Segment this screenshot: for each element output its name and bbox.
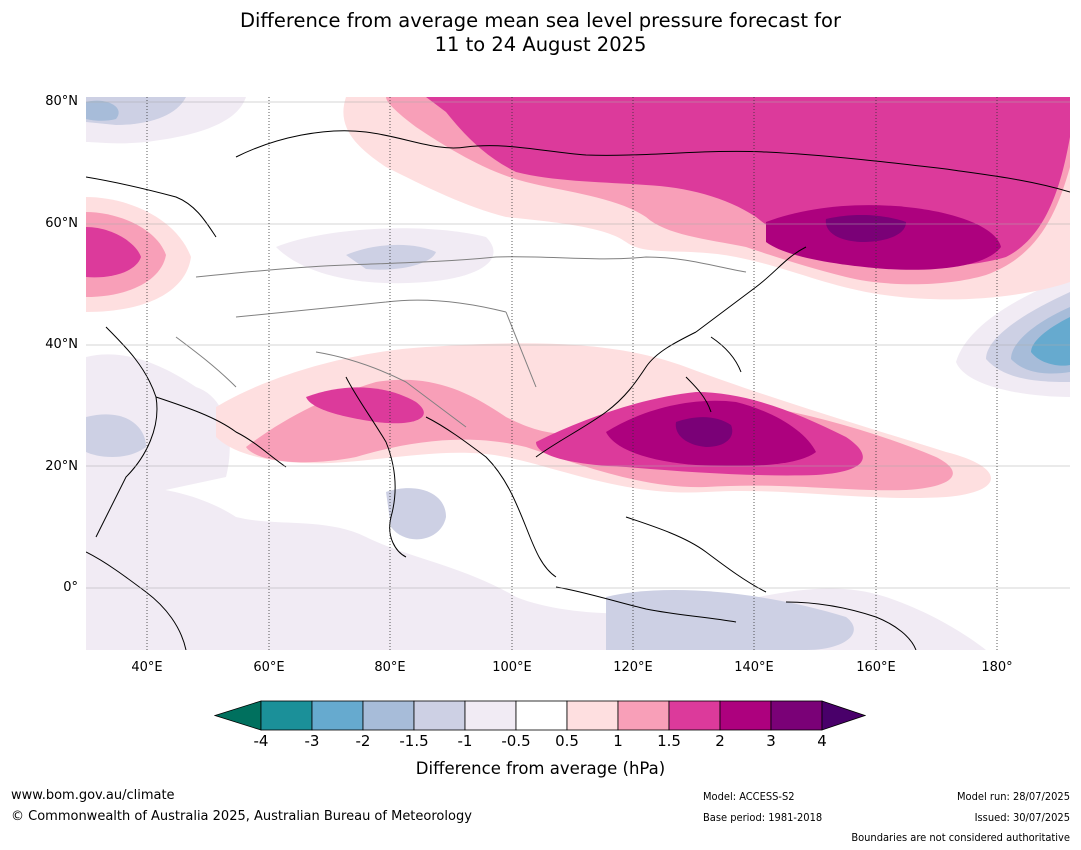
anomaly-darker-neg-nw	[86, 100, 119, 121]
colorbar-tick-6: -0.5	[501, 732, 531, 750]
colorbar-label: Difference from average (hPa)	[415, 759, 666, 778]
colorbar-bin-6	[515, 700, 568, 731]
anomaly-teal-neg-pacific	[1031, 317, 1070, 366]
colorbar-tick-7: 0.5	[555, 732, 579, 750]
anomaly-pos-15-tibet	[306, 387, 424, 424]
colorbar-bin-9	[668, 700, 721, 731]
anomaly-mid-neg-indian-ocean	[386, 488, 446, 540]
colorbar-tick-1: -4	[253, 732, 269, 750]
title-line-1: Difference from average mean sea level p…	[240, 9, 841, 32]
title-line-2: 11 to 24 August 2025	[434, 33, 647, 56]
colorbar-tick-12: 4	[817, 732, 827, 750]
lat-label-60n: 60°N	[45, 216, 78, 231]
colorbar-tick-8: 1	[613, 732, 623, 750]
lon-label-60e: 60°E	[253, 660, 285, 675]
coastlines	[86, 130, 1070, 650]
colorbar-bin-2	[311, 700, 364, 731]
lat-label-20n: 20°N	[45, 459, 78, 474]
colorbar-tick-11: 3	[766, 732, 776, 750]
lat-label-80n: 80°N	[45, 94, 78, 109]
graticule-meridians	[146, 97, 998, 650]
colorbar-arrow-min	[214, 700, 262, 731]
lon-label-80e: 80°E	[374, 660, 406, 675]
footer-model: Model: ACCESS-S2	[703, 790, 795, 803]
footer-website: www.bom.gov.au/climate	[11, 788, 175, 803]
lat-label-0: 0°	[63, 580, 78, 595]
pressure-anomaly-map	[86, 97, 1070, 650]
colorbar-bin-3	[362, 700, 415, 731]
colorbar-bin-8	[617, 700, 670, 731]
lon-label-180: 180°	[981, 660, 1013, 675]
anomaly-pos-3-east-siberia	[825, 215, 906, 242]
anomaly-mid-neg-indonesia	[606, 589, 854, 650]
colorbar-bin-4	[413, 700, 466, 731]
footer-issued: Issued: 30/07/2025	[974, 811, 1070, 824]
colorbar-arrow-max	[821, 700, 866, 731]
lon-label-40e: 40°E	[131, 660, 163, 675]
country-borders	[175, 256, 747, 428]
lat-label-40n: 40°N	[45, 337, 78, 352]
colorbar-bin-10	[719, 700, 772, 731]
colorbar-tick-4: -1.5	[399, 732, 429, 750]
map-svg	[86, 97, 1070, 650]
anomaly-light-neg-arabia	[86, 354, 230, 507]
colorbar-tick-10: 2	[715, 732, 725, 750]
anomaly-mid-neg-arabia	[86, 414, 146, 457]
colorbar-bin-5	[464, 700, 517, 731]
lon-label-140e: 140°E	[734, 660, 774, 675]
colorbar-tick-9: 1.5	[657, 732, 681, 750]
anomaly-pos-15-europe	[86, 227, 141, 278]
colorbar-tick-2: -3	[304, 732, 320, 750]
colorbar-tick-5: -1	[457, 732, 473, 750]
colorbar	[214, 700, 866, 731]
footer-base-period: Base period: 1981-2018	[703, 811, 823, 824]
colorbar-bin-1	[260, 700, 313, 731]
lon-label-120e: 120°E	[613, 660, 653, 675]
chart-title: Difference from average mean sea level p…	[0, 9, 1081, 57]
colorbar-bin-7	[566, 700, 619, 731]
footer-copyright: © Commonwealth of Australia 2025, Austra…	[11, 809, 472, 824]
colorbar-tick-3: -2	[355, 732, 371, 750]
colorbar-bin-11	[770, 700, 823, 731]
footer-model-run: Model run: 28/07/2025	[957, 790, 1070, 803]
anomaly-pos-3-west-pacific	[675, 417, 733, 447]
graticule-parallels	[86, 101, 1070, 589]
lon-label-100e: 100°E	[492, 660, 532, 675]
lon-label-160e: 160°E	[856, 660, 896, 675]
anomaly-mid-neg-mongolia	[346, 244, 436, 270]
footer-disclaimer: Boundaries are not considered authoritat…	[851, 831, 1070, 844]
